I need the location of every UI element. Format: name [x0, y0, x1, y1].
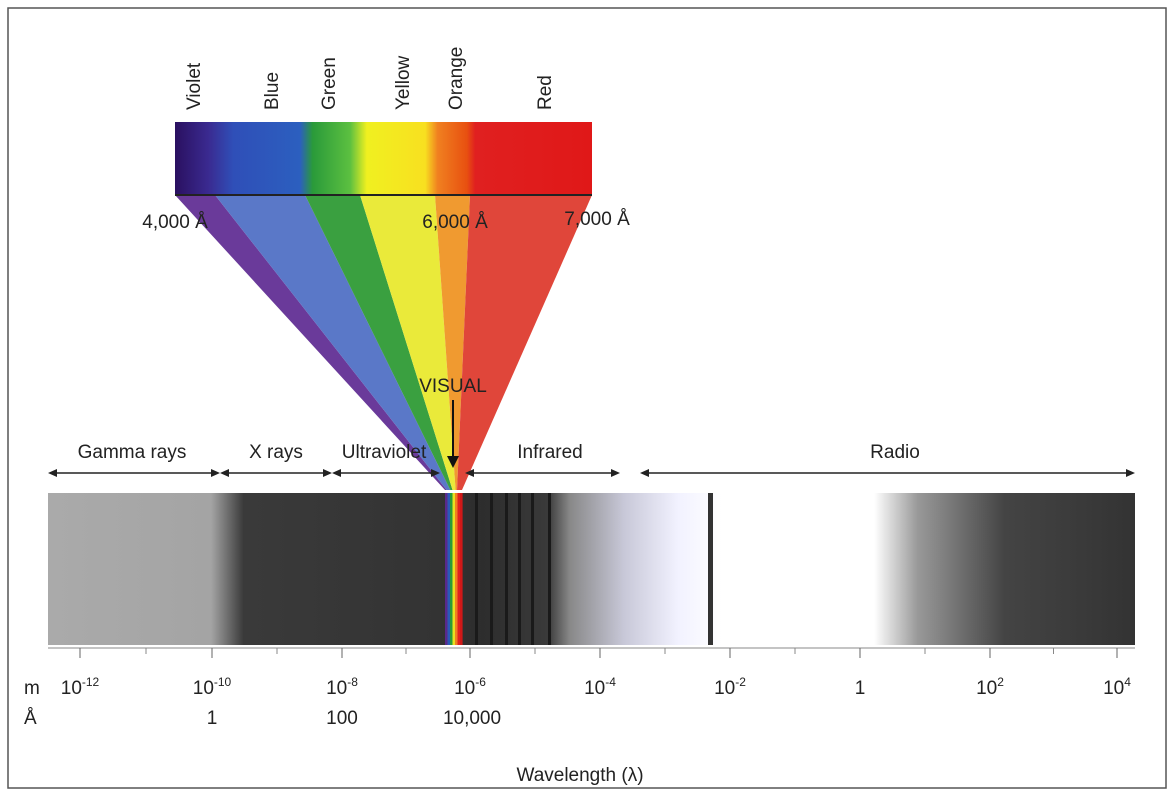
arrowhead: [431, 469, 440, 477]
label-exponent: 2: [997, 675, 1004, 689]
radio-line: [708, 493, 713, 645]
unit-label: Å: [24, 708, 37, 729]
label-base: 10: [714, 678, 735, 699]
visible-strip: [460, 493, 463, 645]
label-base: 10: [584, 678, 605, 699]
meter-label: 102: [976, 675, 1004, 699]
meter-labels: 10-12 10-10 10-8 10-6 10-4 10-2 1 102 104: [61, 648, 1131, 699]
label-base: 10: [326, 678, 347, 699]
angstrom-label: 1: [207, 708, 218, 729]
axis-title: Wavelength (λ): [516, 765, 643, 786]
visible-strip: [447, 493, 451, 645]
arrowhead: [48, 469, 57, 477]
label-base: 10: [976, 678, 997, 699]
unit-label: m: [24, 678, 40, 699]
arrowhead: [1126, 469, 1135, 477]
label-exponent: -2: [735, 675, 746, 689]
meter-label: 10-2: [714, 675, 746, 699]
funnel: [175, 195, 592, 490]
arrowhead: [465, 469, 474, 477]
funnel-wedge: [305, 195, 453, 490]
ir-stripe: [475, 493, 478, 645]
visible-strip: [450, 493, 453, 645]
arrowhead: [332, 469, 341, 477]
band-detail: [445, 493, 713, 645]
color-label: Blue: [262, 72, 283, 110]
funnel-wedge: [435, 195, 470, 490]
meter-label: 1: [855, 678, 866, 699]
region-label: Infrared: [517, 442, 582, 463]
label-exponent: -10: [214, 675, 232, 689]
region-label: Ultraviolet: [342, 442, 427, 463]
visible-strip: [455, 493, 458, 645]
angstrom-label: 10,000: [443, 708, 501, 729]
funnel-wedge: [175, 195, 447, 490]
angstrom-tick: 7,000 Å: [564, 209, 630, 230]
color-label: Violet: [184, 62, 205, 110]
visible-bar: [175, 122, 592, 195]
region-label: Radio: [870, 442, 920, 463]
angstrom-label: 100: [326, 708, 358, 729]
arrowhead: [323, 469, 332, 477]
meter-label: 10-10: [193, 675, 232, 699]
visual-arrowhead: [447, 456, 459, 468]
region-label: X rays: [249, 442, 303, 463]
ir-stripe: [531, 493, 534, 645]
color-label: Red: [535, 75, 556, 110]
label-exponent: -12: [82, 675, 100, 689]
ir-stripe: [505, 493, 508, 645]
meter-label: 10-6: [454, 675, 486, 699]
funnel-wedge: [215, 195, 451, 490]
visible-strip: [457, 493, 461, 645]
angstrom-tick: 6,000 Å: [422, 212, 488, 233]
meter-label: 10-12: [61, 675, 100, 699]
label-exponent: -4: [605, 675, 616, 689]
arrowhead: [211, 469, 220, 477]
region-labels: Gamma rays X rays Ultraviolet Infrared R…: [48, 442, 1135, 477]
meter-label: 10-4: [584, 675, 616, 699]
ir-stripe: [548, 493, 551, 645]
color-label: Orange: [446, 47, 467, 110]
label-exponent: -6: [475, 675, 486, 689]
visual-label: VISUAL: [419, 376, 487, 397]
label-base: 1: [855, 678, 866, 699]
meter-label: 10-8: [326, 675, 358, 699]
label-base: 10: [61, 678, 82, 699]
label-base: 10: [454, 678, 475, 699]
region-label: Gamma rays: [78, 442, 187, 463]
funnel-wedge: [457, 195, 592, 490]
arrowhead: [640, 469, 649, 477]
arrowhead: [611, 469, 620, 477]
visible-strip: [452, 493, 456, 645]
meter-label: 104: [1103, 675, 1131, 699]
ir-stripe: [518, 493, 521, 645]
funnel-wedge: [360, 195, 456, 490]
visible-strip: [445, 493, 448, 645]
angstrom-tick: 4,000 Å: [142, 212, 208, 233]
ir-stripe: [490, 493, 493, 645]
label-exponent: -8: [347, 675, 358, 689]
color-label: Green: [319, 57, 340, 110]
arrowhead: [220, 469, 229, 477]
label-exponent: 4: [1124, 675, 1131, 689]
label-base: 10: [1103, 678, 1124, 699]
label-base: 10: [193, 678, 214, 699]
spectrum-band: [48, 493, 1135, 645]
color-label: Yellow: [393, 55, 414, 110]
